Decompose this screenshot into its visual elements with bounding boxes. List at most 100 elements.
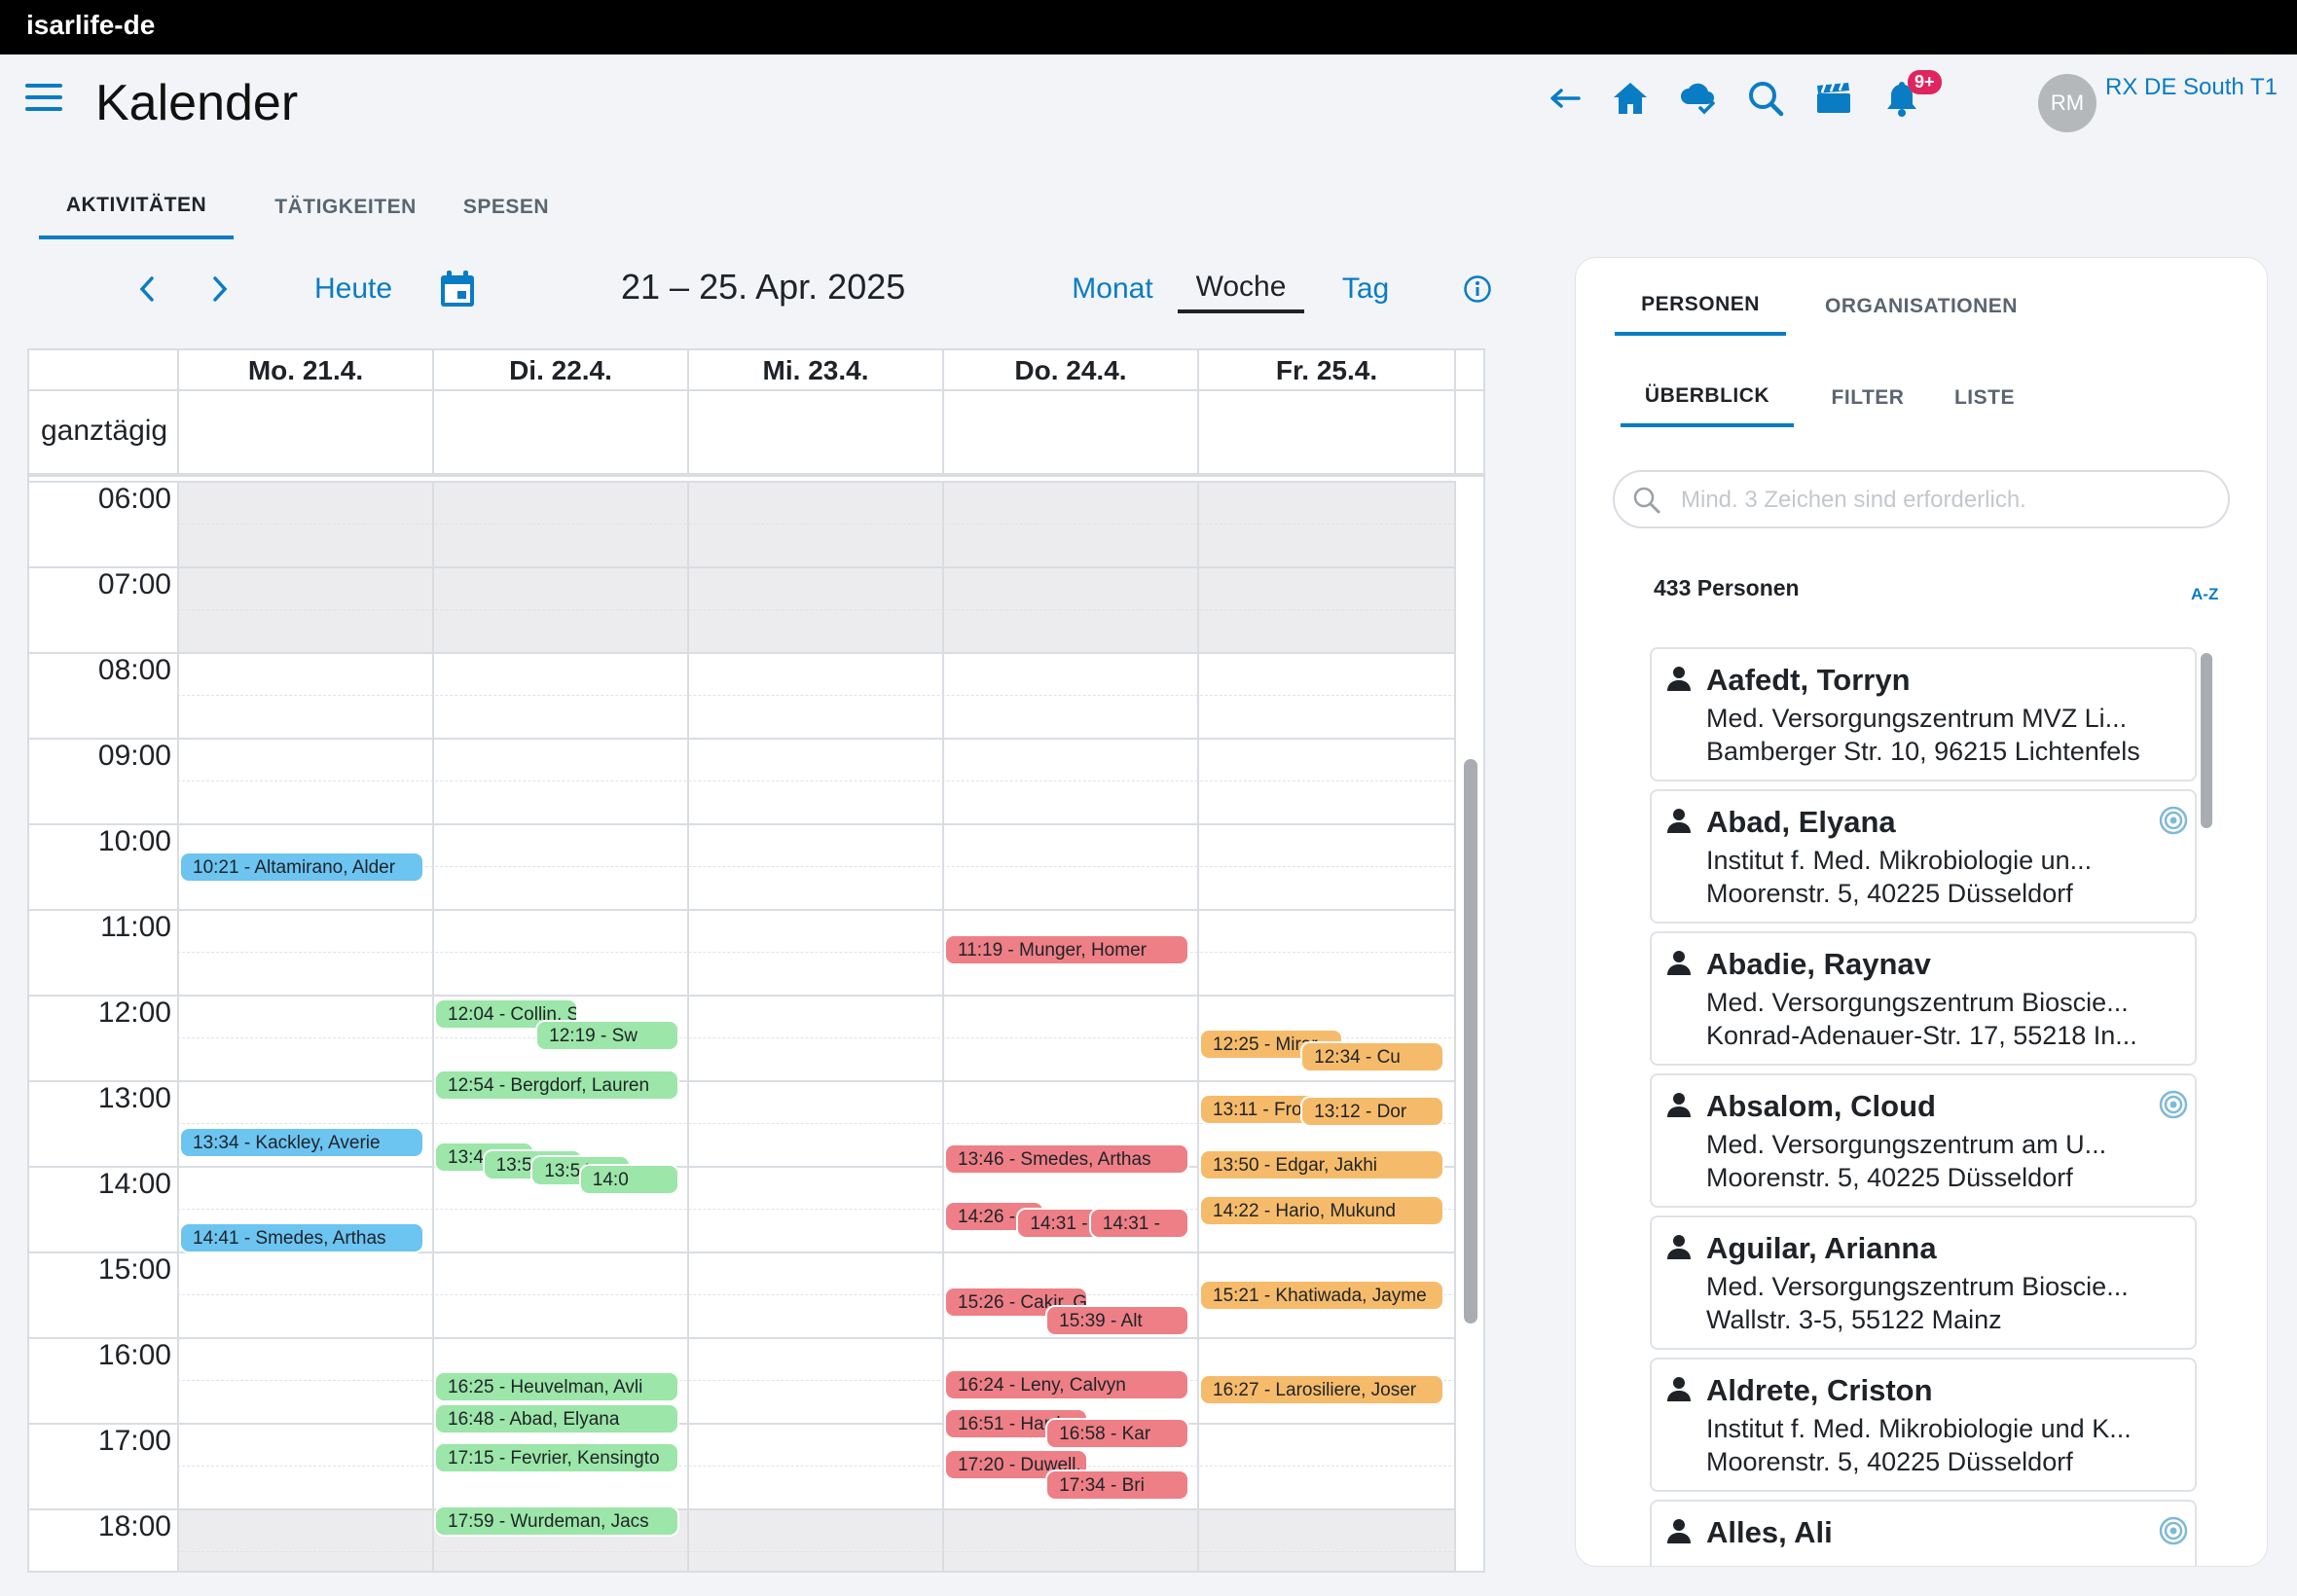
calendar-picker-button[interactable]: [431, 265, 484, 313]
hour-line: [29, 1166, 1456, 1168]
person-card[interactable]: Aafedt, Torryn Med. Versorgungszentrum MV…: [1650, 647, 2197, 781]
allday-cell[interactable]: [432, 391, 687, 477]
person-card[interactable]: Alles, Ali: [1650, 1500, 2197, 1566]
calendar-event[interactable]: 12:04 - Collin, Sacha: [436, 999, 576, 1028]
person-organization: Med. Versorgungszentrum Bioscie...: [1706, 988, 2129, 1017]
calendar-event[interactable]: 17:15 - Fevrier, Kensingto: [436, 1444, 677, 1471]
allday-cell[interactable]: [687, 391, 942, 477]
person-card[interactable]: Aguilar, Arianna Med. Versorgungszentrum …: [1650, 1215, 2197, 1350]
calendar-event[interactable]: 14:41 - Smedes, Arthas: [181, 1224, 422, 1252]
calendar-event[interactable]: 13:34 - Kackley, Averie: [181, 1128, 422, 1156]
half-hour-line: [177, 1209, 1456, 1210]
half-hour-line: [177, 1123, 1456, 1124]
hour-line: [29, 566, 1456, 568]
person-card[interactable]: Absalom, Cloud Med. Versorgungszentrum am…: [1650, 1073, 2197, 1208]
subtab-ueberblick[interactable]: ÜBERBLICK: [1621, 369, 1794, 427]
calendar-event[interactable]: 17:59 - Wurdeman, Jacs: [436, 1506, 677, 1535]
calendar-day-header: Mo. 21.4. Di. 22.4. Mi. 23.4. Do. 24.4. …: [29, 350, 1483, 391]
allday-cell[interactable]: [177, 391, 432, 477]
calendar-event[interactable]: 14:31 -: [1090, 1210, 1187, 1238]
calendar-event[interactable]: 13:46 - Smedes, Arthas: [946, 1145, 1187, 1174]
person-card[interactable]: Abadie, Raynav Med. Versorgungszentrum Bi…: [1650, 931, 2197, 1066]
allday-cell[interactable]: [1197, 391, 1454, 477]
tab-personen[interactable]: PERSONEN: [1615, 277, 1786, 336]
today-button[interactable]: Heute: [313, 272, 393, 305]
time-grid[interactable]: 06:00 07:00 08:00 09:00 10:00 11:00 12:00 13:00…: [29, 481, 1456, 1571]
day-header-fri[interactable]: Fr. 25.4.: [1197, 350, 1454, 391]
person-list-scrollbar-thumb[interactable]: [2201, 653, 2212, 828]
cloud-sync-icon[interactable]: [1676, 76, 1721, 121]
avatar[interactable]: RM: [2038, 74, 2096, 132]
person-address: Wallstr. 3-5, 55122 Mainz: [1706, 1305, 2002, 1334]
tab-spesen[interactable]: SPESEN: [462, 196, 550, 218]
title-bar: isarlife-de: [0, 0, 2297, 54]
calendar-event[interactable]: 10:21 - Altamirano, Alder: [181, 852, 422, 881]
calendar-event[interactable]: 15:39 - Alt: [1047, 1307, 1187, 1335]
calendar-toolbar: Heute 21 – 25. Apr. 2025 Monat Woche Tag: [27, 255, 1497, 323]
calendar-event[interactable]: 14:22 - Hario, Mukund: [1201, 1197, 1442, 1225]
time-label: 16:00: [97, 1339, 171, 1371]
hour-line: [29, 652, 1456, 654]
tab-aktivitaeten[interactable]: AKTIVITÄTEN: [39, 175, 234, 239]
search-input[interactable]: [1681, 482, 2206, 519]
calendar-event[interactable]: 11:19 - Munger, Homer: [946, 935, 1187, 963]
person-address: Moorenstr. 5, 40225 Düsseldorf: [1706, 1447, 2073, 1476]
calendar-event[interactable]: 12:19 - Sw: [537, 1021, 677, 1049]
calendar-event[interactable]: 17:34 - Bri: [1047, 1470, 1187, 1499]
person-organization: Med. Versorgungszentrum Bioscie...: [1706, 1272, 2129, 1301]
half-hour-line: [177, 866, 1456, 867]
allday-label: ganztägig: [41, 415, 168, 447]
person-name: Aldrete, Criston: [1706, 1373, 1933, 1407]
allday-gutter: [1454, 391, 1483, 477]
day-header-tue[interactable]: Di. 22.4.: [432, 350, 687, 391]
person-search-field[interactable]: [1613, 470, 2230, 528]
search-icon[interactable]: [1743, 76, 1788, 121]
day-header-mon[interactable]: Mo. 21.4.: [177, 350, 432, 391]
allday-cell[interactable]: [942, 391, 1197, 477]
clapperboard-icon[interactable]: [1811, 76, 1856, 121]
user-name-link[interactable]: RX DE South T1: [2105, 74, 2278, 100]
person-address: Moorenstr. 5, 40225 Düsseldorf: [1706, 879, 2073, 908]
calendar-scrollbar-thumb[interactable]: [1464, 759, 1477, 1324]
calendar-event[interactable]: 12:34 - Cu: [1302, 1042, 1442, 1070]
hour-line: [29, 995, 1456, 997]
side-panel: PERSONEN ORGANISATIONEN ÜBERBLICK FILTER…: [1575, 257, 2268, 1567]
person-card[interactable]: Aldrete, Criston Institut f. Med. Mikrobi…: [1650, 1358, 2197, 1492]
hamburger-menu-icon[interactable]: [25, 84, 62, 113]
prev-week-button[interactable]: [125, 265, 169, 313]
subtab-filter[interactable]: FILTER: [1831, 386, 1905, 409]
calendar-event[interactable]: 12:54 - Bergdorf, Lauren: [436, 1071, 677, 1100]
week-calendar: Mo. 21.4. Di. 22.4. Mi. 23.4. Do. 24.4. …: [27, 348, 1485, 1573]
half-hour-line: [177, 524, 1456, 525]
calendar-event[interactable]: 16:24 - Leny, Calvyn: [946, 1371, 1187, 1399]
calendar-event[interactable]: 16:27 - Larosiliere, Joser: [1201, 1375, 1442, 1403]
next-week-button[interactable]: [198, 265, 242, 313]
day-header-wed[interactable]: Mi. 23.4.: [687, 350, 942, 391]
tab-taetigkeiten[interactable]: TÄTIGKEITEN: [274, 196, 417, 218]
person-card[interactable]: Abad, Elyana Institut f. Med. Mikrobiolog…: [1650, 789, 2197, 924]
person-organization: Institut f. Med. Mikrobiologie und K...: [1706, 1414, 2132, 1443]
half-hour-line: [177, 1294, 1456, 1295]
view-week-button[interactable]: Woche: [1178, 265, 1304, 313]
calendar-event[interactable]: 16:48 - Abad, Elyana: [436, 1405, 677, 1433]
calendar-event[interactable]: 16:25 - Heuvelman, Avli: [436, 1372, 677, 1400]
subtab-liste[interactable]: LISTE: [1953, 386, 2015, 409]
info-button[interactable]: [1458, 265, 1497, 313]
view-month-button[interactable]: Monat: [1072, 272, 1153, 305]
home-icon[interactable]: [1608, 76, 1653, 121]
hour-line: [29, 1337, 1456, 1339]
calendar-event[interactable]: 15:21 - Khatiwada, Jayme: [1201, 1281, 1442, 1309]
calendar-event[interactable]: 14:0: [580, 1166, 677, 1193]
calendar-event[interactable]: 13:50 - Edgar, Jakhi: [1201, 1151, 1442, 1179]
calendar-event[interactable]: 16:58 - Kar: [1047, 1420, 1187, 1448]
time-label: 11:00: [100, 911, 171, 943]
sort-az-button[interactable]: A-Z: [2191, 585, 2219, 603]
time-label: 13:00: [97, 1082, 171, 1114]
day-header-thu[interactable]: Do. 24.4.: [942, 350, 1197, 391]
tab-organisationen[interactable]: ORGANISATIONEN: [1825, 295, 2018, 317]
back-arrow-icon[interactable]: [1543, 76, 1587, 121]
view-day-button[interactable]: Tag: [1341, 272, 1390, 305]
half-hour-line: [177, 780, 1456, 781]
calendar-event[interactable]: 13:12 - Dor: [1302, 1097, 1442, 1125]
